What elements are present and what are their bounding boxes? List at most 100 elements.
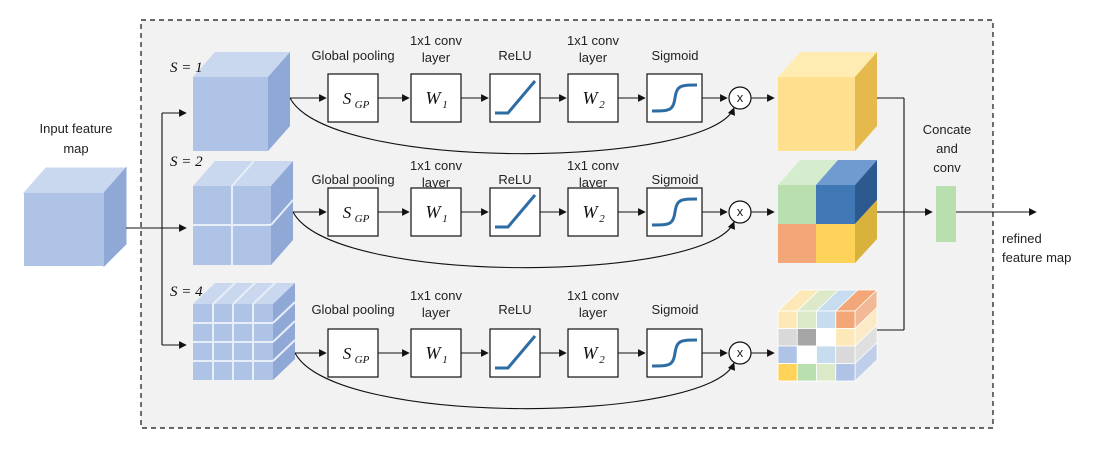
w2-symbol: W [583, 343, 600, 363]
conv2-label-line2: layer [579, 305, 608, 320]
out4-front-cell [816, 363, 837, 382]
w2-symbol: W [583, 88, 600, 108]
pool-subscript: GP [355, 213, 370, 225]
out4-front-cell [835, 363, 856, 382]
branch1-pipeline: Global pooling 1x1 conv layer ReLU 1x1 conv l… [289, 33, 775, 155]
relu-label: ReLU [498, 48, 531, 63]
sigmoid-label: Sigmoid [652, 48, 699, 63]
w1-symbol: W [426, 88, 443, 108]
conv2-label-line1: 1x1 conv [567, 158, 620, 173]
input-label-line2: map [63, 141, 88, 156]
out4-front-cell [796, 363, 817, 382]
out4-front-cell [796, 310, 817, 329]
branch3-input-cube [193, 282, 296, 380]
w2-box [567, 328, 619, 378]
conv1-label-line1: 1x1 conv [410, 33, 463, 48]
branch3-pipeline: Global pooling 1x1 conv layer ReLU 1x1 conv l… [294, 288, 775, 410]
w1-subscript: 1 [442, 213, 448, 225]
concat-conv-block [936, 186, 956, 242]
w1-subscript: 1 [442, 354, 448, 366]
w1-subscript: 1 [442, 99, 448, 111]
branch2-pipeline: Global pooling 1x1 conv layer ReLU 1x1 conv l… [292, 158, 775, 269]
branch2-input-cube [193, 160, 294, 265]
pool-subscript: GP [355, 354, 370, 366]
w1-symbol: W [426, 202, 443, 222]
input-label-line1: Input feature [40, 121, 113, 136]
multiply-symbol: x [737, 204, 744, 219]
conv2-label-line2: layer [579, 50, 608, 65]
relu-box [489, 73, 541, 123]
output-label-line1: refined [1002, 231, 1042, 246]
conv1-label-line2: layer [422, 50, 451, 65]
conv1-label-line1: 1x1 conv [410, 288, 463, 303]
output-label-line2: feature map [1002, 250, 1071, 265]
relu-curve-icon [495, 335, 537, 370]
relu-label: ReLU [498, 172, 531, 187]
w2-symbol: W [583, 202, 600, 222]
conv1-label-line2: layer [422, 305, 451, 320]
relu-curve-icon [495, 194, 537, 229]
conv1-label-line2: layer [422, 175, 451, 190]
concat-label-line1: Concate [923, 122, 971, 137]
skip-connection [292, 211, 735, 269]
out4-front-cell [835, 310, 856, 329]
branch3-scale-label: S = 4 [170, 284, 203, 300]
out4-front-cell [777, 310, 798, 329]
out4-front-cell [835, 328, 856, 347]
relu-box [489, 187, 541, 237]
w2-box [567, 187, 619, 237]
skip-connection [289, 97, 735, 155]
out4-front-cell [777, 328, 798, 347]
out4-front-cell [816, 345, 837, 364]
relu-curve-icon [495, 80, 537, 115]
global-pooling-label: Global pooling [311, 48, 394, 63]
conv1-label-line1: 1x1 conv [410, 158, 463, 173]
sigmoid-label: Sigmoid [652, 172, 699, 187]
pool-box [327, 328, 379, 378]
w2-subscript: 2 [599, 99, 605, 111]
out4-front-cell [796, 328, 817, 347]
w1-box [410, 187, 462, 237]
concat-label-line3: conv [933, 160, 961, 175]
conv2-label-line1: 1x1 conv [567, 33, 620, 48]
out4-front-cell [777, 363, 798, 382]
conv2-label-line2: layer [579, 175, 608, 190]
global-pooling-label: Global pooling [311, 302, 394, 317]
pool-subscript: GP [355, 99, 370, 111]
sigmoid-curve-icon [651, 197, 698, 227]
out4-front-cell [816, 328, 837, 347]
branch1-output-cube [778, 52, 877, 151]
relu-label: ReLU [498, 302, 531, 317]
multiply-symbol: x [737, 345, 744, 360]
global-pooling-label: Global pooling [311, 172, 394, 187]
w2-subscript: 2 [599, 213, 605, 225]
branch1-scale-label: S = 1 [170, 60, 203, 76]
sigmoid-curve-icon [651, 83, 698, 113]
conv2-label-line1: 1x1 conv [567, 288, 620, 303]
out4-front-cell [835, 345, 856, 364]
skip-connection [294, 352, 735, 410]
concat-label-line2: and [936, 141, 958, 156]
branch1-input-cube [193, 52, 290, 151]
out4-front-cell [816, 310, 837, 329]
sigmoid-label: Sigmoid [652, 302, 699, 317]
multiply-symbol: x [737, 90, 744, 105]
merge-wires [877, 97, 1037, 331]
pool-box [327, 187, 379, 237]
sigmoid-curve-icon [651, 338, 698, 368]
branch2-output-cube [778, 160, 877, 263]
pool-symbol: S [343, 203, 352, 222]
pool-symbol: S [343, 344, 352, 363]
branch3-output-cube [777, 289, 878, 382]
pool-symbol: S [343, 89, 352, 108]
input-fanout-wires [126, 109, 187, 349]
out4-front-cell [796, 345, 817, 364]
out4-front-cell [777, 345, 798, 364]
branch2-scale-label: S = 2 [170, 154, 203, 170]
input-feature-map-cube [22, 166, 128, 268]
pool-box [327, 73, 379, 123]
w2-subscript: 2 [599, 354, 605, 366]
w1-symbol: W [426, 343, 443, 363]
relu-box [489, 328, 541, 378]
